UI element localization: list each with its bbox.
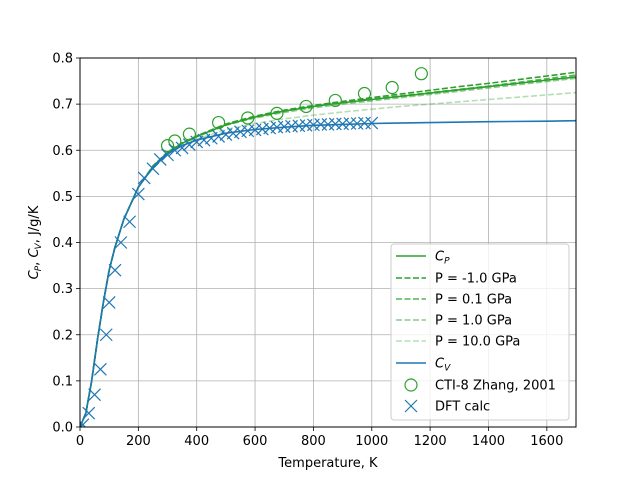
legend-label-0: CP <box>435 250 450 267</box>
y-tick-label: 0.8 <box>52 52 73 67</box>
marker-x <box>161 148 174 162</box>
x-tick-label: 600 <box>243 434 268 449</box>
marker-circle <box>168 134 182 148</box>
legend-label-m0: CTI-8 Zhang, 2001 <box>435 379 556 394</box>
marker-x <box>108 263 122 277</box>
marker-circle <box>299 99 313 114</box>
x-tick-label: 200 <box>126 434 151 449</box>
marker-x <box>114 236 128 249</box>
marker-x <box>93 362 107 376</box>
legend-label-4: P = 10.0 GPa <box>435 335 520 350</box>
y-tick-label: 0.4 <box>52 236 73 251</box>
marker-circle <box>270 106 284 120</box>
x-tick-label: 0 <box>76 434 84 449</box>
legend-label-2: P = 0.1 GPa <box>435 293 512 308</box>
y-axis-label: CP, CV, J/g/K <box>27 205 44 279</box>
legend-label-5: CV <box>435 357 451 374</box>
marker-x <box>146 162 160 176</box>
x-tick-label: 1400 <box>472 434 505 449</box>
y-tick-label: 0.2 <box>52 328 73 343</box>
y-tick-label: 0.6 <box>52 144 73 159</box>
marker-x <box>80 418 90 427</box>
legend-marker-circle <box>404 378 418 392</box>
marker-x <box>123 215 137 229</box>
x-tick-label: 400 <box>184 434 209 449</box>
x-tick-label: 1200 <box>414 434 447 449</box>
legend: CP P = -1.0 GPa P = 0.1 GPa P = 1.0 GPa P = … <box>390 243 570 421</box>
marker-x <box>102 296 116 309</box>
marker-circle <box>385 80 399 95</box>
legend-label-m1: DFT calc <box>435 400 490 415</box>
marker-x <box>175 141 189 155</box>
tick-marks: 0 200 400 600 800 1000 1200 1400 1600 0.0 0.1 0.2 0.… <box>52 52 563 450</box>
marker-circle <box>160 139 175 153</box>
marker-x <box>190 135 204 149</box>
series-line-5 <box>80 119 576 427</box>
legend-box <box>390 243 570 421</box>
marker-x <box>197 133 211 147</box>
marker-circle <box>357 86 372 101</box>
series-markers <box>80 67 428 427</box>
x-tick-label: 1000 <box>355 434 388 449</box>
marker-circle <box>211 115 226 130</box>
marker-circle <box>414 67 428 81</box>
marker-x <box>168 143 182 157</box>
marker-x <box>182 138 196 152</box>
y-tick-label: 0.5 <box>52 190 73 205</box>
marker-x <box>212 129 226 143</box>
marker-circle <box>182 127 197 141</box>
x-axis-label: Temperature, K <box>277 456 378 471</box>
y-tick-label: 0.3 <box>52 282 73 297</box>
marker-x <box>365 116 379 130</box>
marker-x <box>82 406 96 420</box>
y-tick-label: 0.1 <box>52 374 73 389</box>
marker-x <box>131 187 145 201</box>
marker-circle <box>241 111 255 125</box>
marker-circle <box>328 93 342 108</box>
marker-x <box>153 153 167 166</box>
marker-x <box>99 328 113 342</box>
x-tick-label: 1600 <box>530 434 563 449</box>
y-tick-label: 0.7 <box>52 98 73 113</box>
legend-label-3: P = 1.0 GPa <box>435 314 512 329</box>
legend-label-1: P = -1.0 GPa <box>435 272 517 287</box>
x-tick-label: 800 <box>301 434 326 449</box>
marker-x <box>88 388 102 402</box>
y-tick-label: 0.0 <box>52 421 73 436</box>
marker-x <box>204 131 218 145</box>
legend-marker-x <box>404 399 418 413</box>
